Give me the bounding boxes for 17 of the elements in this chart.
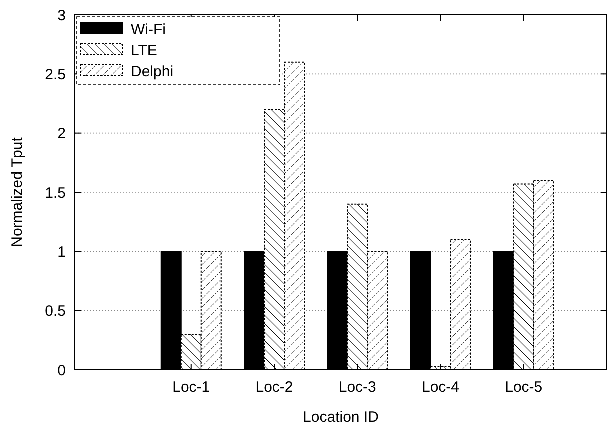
- legend-label: LTE: [131, 42, 158, 60]
- y-axis-title: Normalized Tput: [9, 136, 26, 248]
- legend-label: Delphi: [131, 63, 174, 80]
- x-tick-label: Loc-5: [505, 379, 543, 396]
- y-tick-label: 0: [58, 362, 66, 380]
- y-tick-label: 0.5: [45, 303, 66, 320]
- y-tick-label: 1.5: [45, 184, 66, 202]
- x-tick-label: Loc-3: [338, 379, 376, 396]
- legend-label: Wi-Fi: [131, 21, 166, 38]
- y-tick-label: 1: [58, 244, 66, 261]
- x-tick-label: Loc-1: [172, 379, 210, 396]
- x-tick-label: Loc-2: [256, 379, 294, 396]
- x-tick-label: Loc-4: [422, 379, 460, 396]
- y-tick-label: 2: [58, 126, 66, 143]
- x-axis-title: Location ID: [303, 409, 380, 426]
- y-tick-label: 3: [58, 7, 66, 24]
- y-tick-label: 2.5: [45, 66, 66, 84]
